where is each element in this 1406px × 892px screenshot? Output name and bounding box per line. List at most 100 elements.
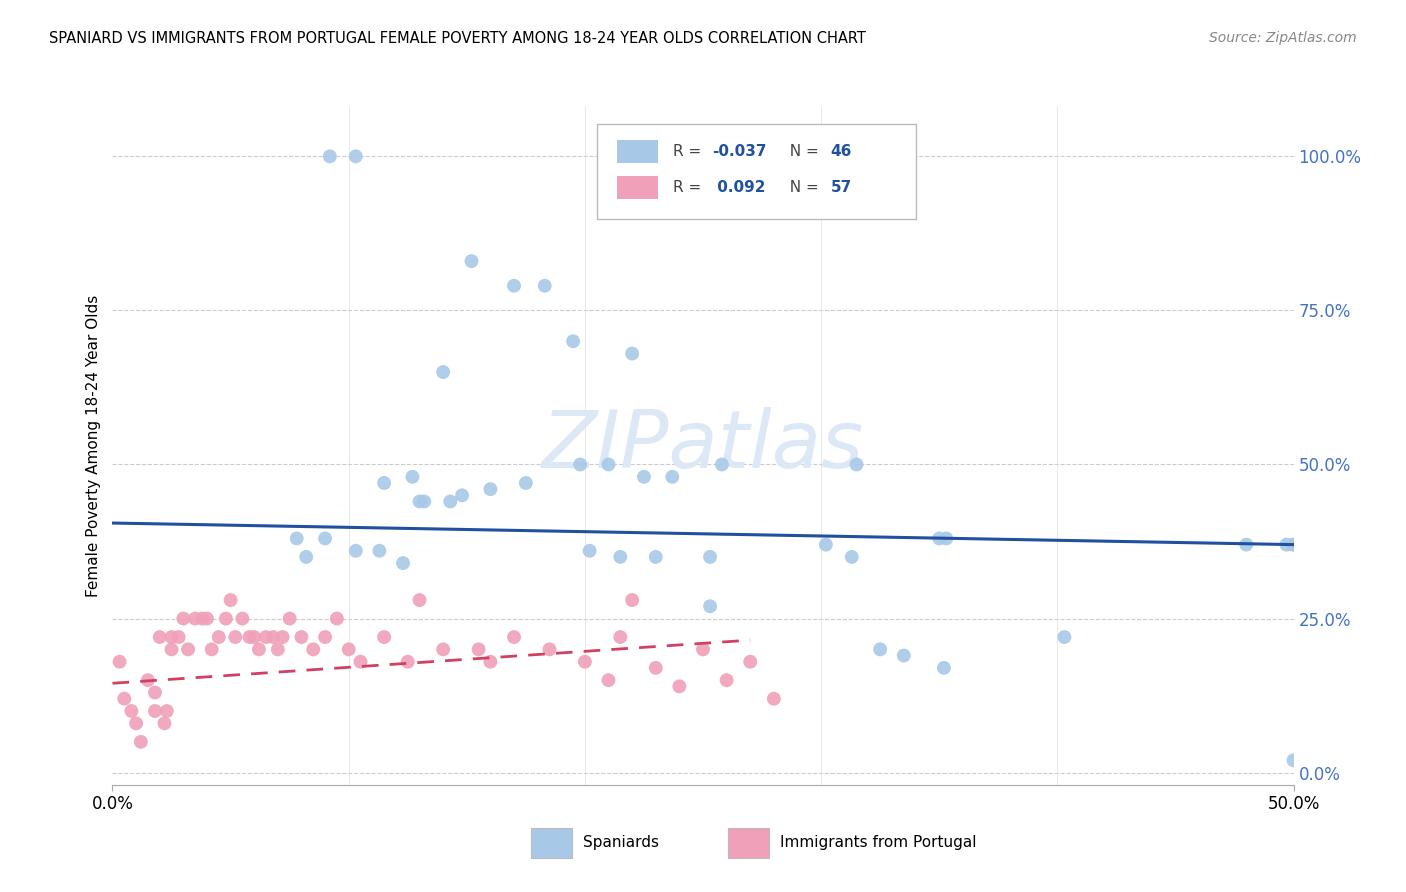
Point [184,611,207,625]
Point [1053,630,1076,644]
Point [278,611,301,625]
Point [515,475,537,490]
Point [439,494,461,508]
Point [337,642,360,657]
Point [112,691,135,706]
Point [928,532,950,546]
Point [1282,538,1305,552]
Point [460,254,482,268]
Point [247,642,270,657]
Text: SPANIARD VS IMMIGRANTS FROM PORTUGAL FEMALE POVERTY AMONG 18-24 YEAR OLDS CORREL: SPANIARD VS IMMIGRANTS FROM PORTUGAL FEM… [49,31,866,46]
Point [243,630,266,644]
Point [668,679,690,693]
Point [692,642,714,657]
Point [262,630,284,644]
Point [267,642,290,657]
Point [208,630,231,644]
Point [710,458,733,472]
Point [319,149,342,163]
Point [644,661,666,675]
Point [935,532,957,546]
Point [503,278,526,293]
Point [479,482,502,496]
Point [740,655,762,669]
Bar [617,140,658,162]
Point [149,630,172,644]
Point [224,630,246,644]
Point [129,735,152,749]
Point [578,543,600,558]
Point [633,470,655,484]
Point [120,704,142,718]
Point [814,538,837,552]
Point [699,549,721,564]
Point [195,611,218,625]
Text: R =: R = [673,179,707,194]
Text: Spaniards: Spaniards [583,836,659,850]
Text: Source: ZipAtlas.com: Source: ZipAtlas.com [1209,31,1357,45]
Point [143,685,166,699]
Point [598,458,620,472]
Point [538,642,561,657]
Point [326,611,349,625]
Point [167,630,190,644]
Point [869,642,891,657]
Point [609,630,631,644]
Point [392,556,415,570]
Point [699,599,721,614]
Point [231,611,253,625]
Point [302,642,325,657]
Point [661,470,683,484]
Point [373,630,395,644]
Point [432,642,454,657]
Point [574,655,596,669]
Point [503,630,526,644]
Text: Immigrants from Portugal: Immigrants from Portugal [780,836,977,850]
Point [219,593,242,607]
Point [160,630,183,644]
Point [191,611,214,625]
Point [143,704,166,718]
Point [467,642,489,657]
Bar [617,177,658,199]
Point [177,642,200,657]
Text: ZIPatlas: ZIPatlas [541,407,865,485]
Point [373,475,395,490]
Point [314,532,336,546]
Point [172,611,194,625]
Point [621,593,644,607]
Point [609,549,631,564]
Point [644,549,666,564]
Text: 46: 46 [831,145,852,160]
Point [401,470,423,484]
Point [598,673,620,688]
Text: 0.092: 0.092 [713,179,766,194]
Point [562,334,585,349]
Point [408,494,430,508]
Point [368,543,391,558]
Text: R =: R = [673,145,707,160]
Point [160,642,183,657]
Point [762,691,785,706]
Point [533,278,555,293]
Y-axis label: Female Poverty Among 18-24 Year Olds: Female Poverty Among 18-24 Year Olds [86,295,101,597]
Point [254,630,277,644]
Text: -0.037: -0.037 [713,145,766,160]
Point [295,549,318,564]
Point [271,630,294,644]
Point [621,346,644,360]
Point [201,642,224,657]
Point [893,648,915,663]
Point [845,458,868,472]
Point [932,661,955,675]
Point [285,532,308,546]
Point [344,543,367,558]
Point [396,655,419,669]
Point [716,673,738,688]
Point [408,593,430,607]
Point [153,716,176,731]
Point [841,549,863,564]
Point [451,488,474,502]
Point [1282,753,1305,767]
Point [1282,538,1305,552]
